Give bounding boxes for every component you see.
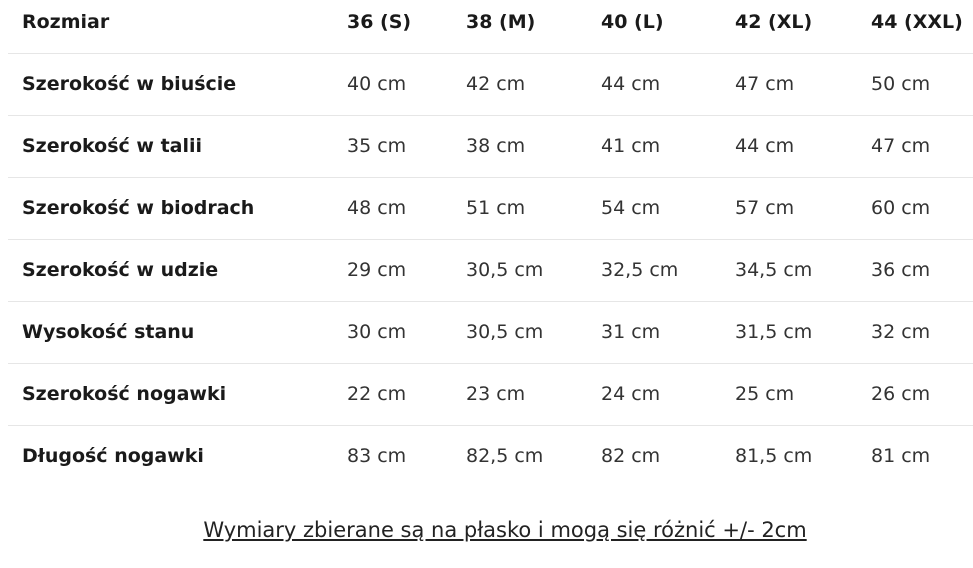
table-cell: 34,5 cm	[735, 259, 813, 281]
table-cell: 32,5 cm	[601, 259, 679, 281]
row-label: Długość nogawki	[22, 445, 204, 467]
row-separator	[8, 363, 973, 364]
row-label: Szerokość nogawki	[22, 383, 227, 405]
table-cell: 51 cm	[466, 197, 526, 219]
table-cell: 44 cm	[735, 135, 795, 157]
header-cell: 38 (M)	[466, 11, 536, 33]
table-cell: 22 cm	[347, 383, 407, 405]
table-cell: 30 cm	[347, 321, 407, 343]
table-cell: 30,5 cm	[466, 321, 544, 343]
table-cell: 29 cm	[347, 259, 407, 281]
table-cell: 81,5 cm	[735, 445, 813, 467]
row-label: Szerokość w biuście	[22, 73, 237, 95]
table-cell: 81 cm	[871, 445, 931, 467]
table-cell: 31 cm	[601, 321, 661, 343]
row-separator	[8, 239, 973, 240]
table-cell: 24 cm	[601, 383, 661, 405]
table-cell: 30,5 cm	[466, 259, 544, 281]
row-separator	[8, 301, 973, 302]
row-label: Szerokość w talii	[22, 135, 203, 157]
row-separator	[8, 425, 973, 426]
table-cell: 40 cm	[347, 73, 407, 95]
row-label: Wysokość stanu	[22, 321, 195, 343]
table-cell: 60 cm	[871, 197, 931, 219]
table-cell: 47 cm	[735, 73, 795, 95]
table-cell: 50 cm	[871, 73, 931, 95]
table-cell: 82,5 cm	[466, 445, 544, 467]
table-cell: 31,5 cm	[735, 321, 813, 343]
table-cell: 32 cm	[871, 321, 931, 343]
table-cell: 25 cm	[735, 383, 795, 405]
header-cell: 44 (XXL)	[871, 11, 963, 33]
table-cell: 26 cm	[871, 383, 931, 405]
table-cell: 38 cm	[466, 135, 526, 157]
header-cell: Rozmiar	[22, 11, 110, 33]
row-label: Szerokość w udzie	[22, 259, 219, 281]
table-cell: 41 cm	[601, 135, 661, 157]
footer-note: Wymiary zbierane są na płasko i mogą się…	[203, 518, 807, 542]
header-cell: 36 (S)	[347, 11, 412, 33]
table-cell: 54 cm	[601, 197, 661, 219]
table-cell: 82 cm	[601, 445, 661, 467]
row-separator	[8, 177, 973, 178]
row-separator	[8, 115, 973, 116]
table-cell: 83 cm	[347, 445, 407, 467]
header-cell: 42 (XL)	[735, 11, 813, 33]
table-cell: 42 cm	[466, 73, 526, 95]
table-cell: 57 cm	[735, 197, 795, 219]
table-cell: 47 cm	[871, 135, 931, 157]
table-cell: 36 cm	[871, 259, 931, 281]
table-cell: 48 cm	[347, 197, 407, 219]
row-label: Szerokość w biodrach	[22, 197, 255, 219]
row-separator	[8, 53, 973, 54]
header-cell: 40 (L)	[601, 11, 664, 33]
table-cell: 44 cm	[601, 73, 661, 95]
table-cell: 35 cm	[347, 135, 407, 157]
table-cell: 23 cm	[466, 383, 526, 405]
